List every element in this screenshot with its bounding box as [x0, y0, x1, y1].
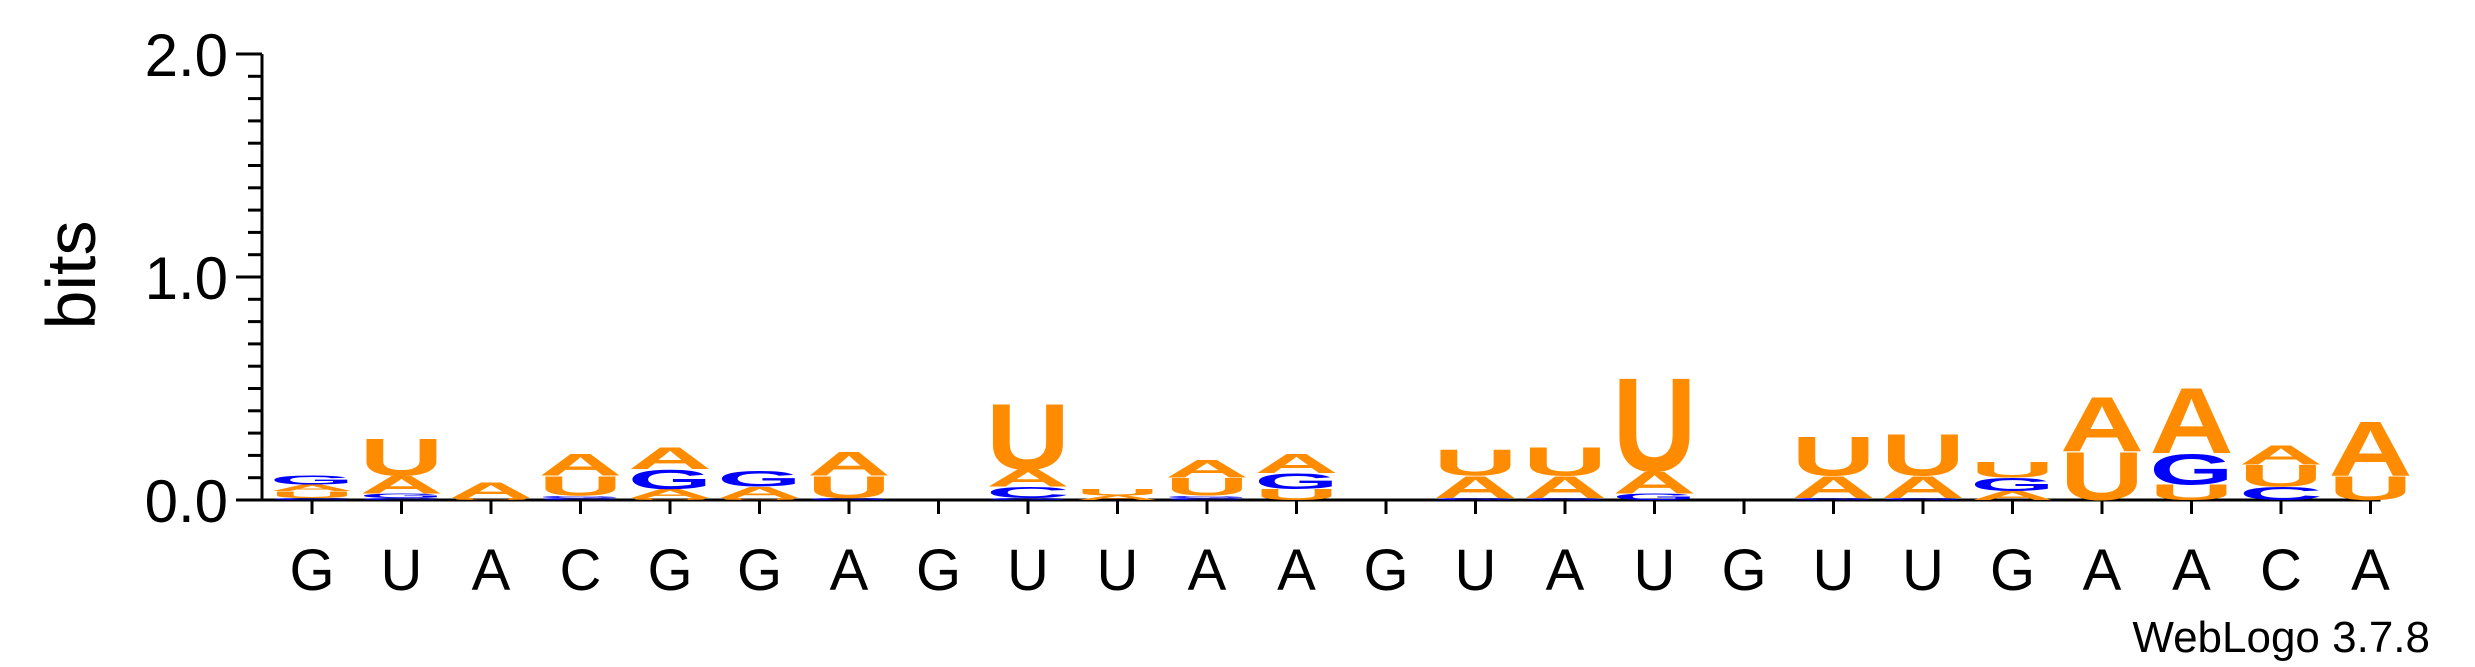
x-tick-label: C [2260, 538, 2302, 603]
x-tick-label: G [289, 538, 334, 603]
logo-letter-u: U [1165, 473, 1249, 501]
logo-letter-u: U [2329, 469, 2413, 508]
logo-letter-g: G [1165, 495, 1249, 498]
logo-letter-c: C [986, 484, 1070, 501]
logo-letter-a: A [718, 484, 802, 501]
logo-letter-g: G [2150, 445, 2234, 494]
logo-letter-a: A [1434, 470, 1518, 505]
logo-letter-u: U [1613, 351, 1697, 501]
x-tick-label: U [1455, 538, 1497, 603]
x-tick-label: A [2351, 538, 2390, 603]
x-tick-label: C [560, 538, 602, 603]
logo-letter-g: G [628, 464, 712, 495]
logo-letter-u: U [1523, 439, 1607, 484]
x-tick-label: A [1277, 538, 1316, 603]
x-tick-label: U [1097, 538, 1139, 603]
x-tick-label: A [2083, 538, 2122, 603]
logo-letter-g: G [360, 492, 444, 499]
logo-letter-u: U [1255, 486, 1339, 503]
logo-letter-g: G [1881, 497, 1965, 500]
logo-letter-a: A [2150, 368, 2234, 473]
logo-letter-a: A [986, 464, 1070, 492]
logo-letter-a: A [2239, 439, 2323, 470]
x-tick-label: G [647, 538, 692, 603]
logo-letter-c: C [539, 497, 623, 500]
logo-letter-c: C [1165, 497, 1249, 500]
logo-letter-g: G [1613, 492, 1697, 502]
logo-letter-a: A [1613, 465, 1697, 500]
logo-letter-g: G [1971, 474, 2055, 495]
logo-letter-u: U [1076, 487, 1160, 497]
logo-letter-a: A [1881, 470, 1965, 505]
x-tick-label: A [472, 538, 511, 603]
logo-letter-g: G [807, 497, 891, 500]
x-tick-label: G [737, 538, 782, 603]
plot-area: 0.01.02.0G U A C G G A G U U A A G U A U G U U G A A C ACUAGCGA… [145, 22, 2413, 603]
x-tick-label: A [1546, 538, 1585, 603]
logo-letter-a: A [1971, 489, 2055, 503]
logo-letter-a: A [449, 478, 533, 502]
weblogo-credit: WebLogo 3.7.8 [2132, 613, 2430, 662]
logo-letter-a: A [1255, 448, 1339, 479]
logo-letter-u: U [807, 470, 891, 505]
y-tick-label: 1.0 [145, 245, 228, 312]
logo-letter-g: G [718, 467, 802, 491]
logo-letter-a: A [628, 487, 712, 501]
logo-letter-a: A [539, 447, 623, 482]
logo-letter-u: U [1792, 426, 1876, 488]
x-tick-label: G [1990, 538, 2035, 603]
x-tick-label: U [1007, 538, 1049, 603]
x-tick-label: U [1902, 538, 1944, 603]
x-tick-label: U [1813, 538, 1855, 603]
logo-letter-u: U [628, 497, 712, 500]
logo-letter-u: U [539, 470, 623, 501]
logo-letter-a: A [628, 441, 712, 476]
x-tick-label: A [2172, 538, 2211, 603]
logo-letter-c: C [2239, 483, 2323, 504]
logo-letter-u: U [986, 384, 1070, 489]
logo-letter-u: U [2239, 458, 2323, 493]
logo-letter-u: U [2060, 438, 2144, 515]
logo-letter-u: U [360, 428, 444, 487]
x-tick-label: G [1363, 538, 1408, 603]
logo-letter-a: A [1165, 455, 1249, 483]
logo-letter-u: U [270, 489, 354, 499]
logo-letter-a: A [1792, 470, 1876, 505]
logo-letter-u: U [1434, 442, 1518, 484]
x-tick-label: A [1188, 538, 1227, 603]
logo-letter-g: G [1434, 497, 1518, 500]
logo-letter-g: G [986, 497, 1070, 500]
x-tick-label: A [830, 538, 869, 603]
logo-letter-c: C [360, 497, 444, 500]
logo-letter-u: U [2150, 480, 2234, 504]
x-tick-label: G [916, 538, 961, 603]
x-tick-label: U [381, 538, 423, 603]
logo-letter-u: U [449, 497, 533, 500]
logo-letter-g: G [1792, 497, 1876, 500]
y-tick-label: 0.0 [145, 468, 228, 535]
logo-letter-a: A [2329, 405, 2413, 492]
logo-letter-g: G [270, 473, 354, 487]
logo-letter-a: A [2060, 381, 2144, 468]
y-axis-label: bits [32, 221, 110, 330]
logo-letter-a: A [807, 444, 891, 483]
logo-letter-u: U [1971, 458, 2055, 482]
logo-letter-g: G [1523, 497, 1607, 500]
x-tick-label: G [1721, 538, 1766, 603]
logo-letter-u: U [1881, 423, 1965, 489]
logo-letter-g: G [1255, 469, 1339, 493]
logo-letter-c: C [270, 497, 354, 500]
logo-letter-g: G [539, 495, 623, 498]
logo-letter-a: A [1523, 470, 1607, 505]
y-tick-label: 2.0 [145, 22, 228, 89]
logo-letter-a: A [270, 483, 354, 493]
logo-letter-u: U [718, 497, 802, 500]
logo-letter-a: A [1076, 494, 1160, 501]
x-tick-label: U [1634, 538, 1676, 603]
logo-letter-a: A [360, 471, 444, 499]
